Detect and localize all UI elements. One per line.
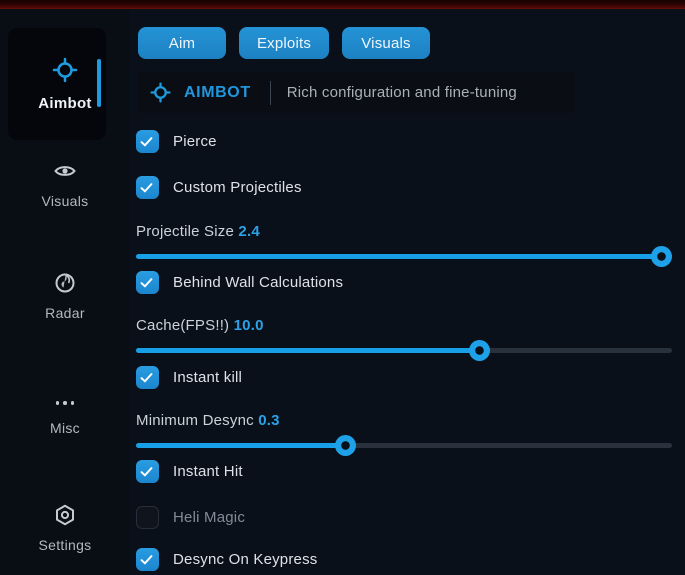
custom-projectiles-checkbox[interactable] <box>136 176 159 199</box>
sidebar-item-label: Visuals <box>41 193 89 209</box>
section-subtitle: Rich configuration and fine-tuning <box>286 84 517 101</box>
slider-value: 2.4 <box>238 223 260 240</box>
sidebar-item-label: Radar <box>45 305 85 321</box>
check-icon <box>140 183 153 193</box>
ellipsis-icon <box>53 391 77 415</box>
gear-icon <box>53 503 77 527</box>
slider-fill <box>136 348 480 353</box>
active-item-background <box>8 28 106 140</box>
cache-fps-label: Cache(FPS!!) 10.0 <box>136 317 264 334</box>
check-icon <box>140 555 153 565</box>
tab-visuals[interactable]: Visuals <box>342 27 430 59</box>
slider-label-text: Cache(FPS!!) <box>136 317 230 334</box>
checkbox-label: Custom Projectiles <box>173 179 302 196</box>
check-icon <box>140 137 153 147</box>
header-divider <box>269 80 271 105</box>
active-indicator-bar <box>97 59 101 107</box>
checkbox-row-behind-wall: Behind Wall Calculations <box>136 271 343 294</box>
slider-handle[interactable] <box>468 340 490 361</box>
checkbox-label: Desync On Keypress <box>173 551 318 568</box>
minimum-desync-label: Minimum Desync 0.3 <box>136 412 280 429</box>
tab-exploits[interactable]: Exploits <box>239 27 329 59</box>
sidebar-item-aimbot[interactable]: Aimbot <box>0 23 130 140</box>
crosshair-icon <box>52 57 78 83</box>
instant-kill-checkbox[interactable] <box>136 366 159 389</box>
checkbox-label: Heli Magic <box>173 509 246 526</box>
globe-icon <box>53 271 77 295</box>
slider-fill <box>136 443 346 448</box>
pierce-checkbox[interactable] <box>136 130 159 153</box>
checkbox-row-instant-hit: Instant Hit <box>136 460 243 483</box>
slider-value: 10.0 <box>233 317 264 334</box>
tab-bar: Aim Exploits Visuals <box>138 27 430 59</box>
projectile-size-label: Projectile Size 2.4 <box>136 223 260 240</box>
projectile-size-slider[interactable] <box>136 246 672 267</box>
sidebar-item-label: Aimbot <box>38 95 92 112</box>
sidebar-item-settings[interactable]: Settings <box>0 503 130 553</box>
desync-keypress-checkbox[interactable] <box>136 548 159 571</box>
sidebar-item-radar[interactable]: Radar <box>0 271 130 321</box>
slider-handle[interactable] <box>334 435 356 456</box>
sidebar-item-label: Misc <box>50 420 80 436</box>
slider-value: 0.3 <box>258 412 280 429</box>
check-icon <box>140 467 153 477</box>
section-title: AIMBOT <box>184 83 251 101</box>
slider-track[interactable] <box>136 443 672 448</box>
section-header: AIMBOT Rich configuration and fine-tunin… <box>137 72 575 113</box>
checkbox-row-desync-keypress: Desync On Keypress <box>136 548 318 571</box>
crosshair-icon <box>150 82 171 103</box>
checkbox-label: Instant Hit <box>173 463 243 480</box>
checkbox-row-pierce: Pierce <box>136 130 217 153</box>
heli-magic-checkbox[interactable] <box>136 506 159 529</box>
checkbox-label: Instant kill <box>173 369 243 386</box>
instant-hit-checkbox[interactable] <box>136 460 159 483</box>
behind-wall-checkbox[interactable] <box>136 271 159 294</box>
check-icon <box>140 373 153 383</box>
checkbox-row-heli-magic: Heli Magic <box>136 506 245 529</box>
checkbox-label: Behind Wall Calculations <box>173 274 344 291</box>
slider-label-text: Projectile Size <box>136 223 235 240</box>
slider-fill <box>136 254 662 259</box>
sidebar: Aimbot Visuals Radar Misc <box>0 9 130 575</box>
sidebar-item-misc[interactable]: Misc <box>0 391 130 436</box>
eye-icon <box>53 159 77 183</box>
tab-aim[interactable]: Aim <box>138 27 226 59</box>
slider-label-text: Minimum Desync <box>136 412 254 429</box>
checkbox-row-custom-projectiles: Custom Projectiles <box>136 176 302 199</box>
minimum-desync-slider[interactable] <box>136 435 672 456</box>
check-icon <box>140 278 153 288</box>
checkbox-label: Pierce <box>173 133 217 150</box>
slider-handle[interactable] <box>650 246 672 267</box>
sidebar-item-label: Settings <box>38 537 92 553</box>
checkbox-row-instant-kill: Instant kill <box>136 366 242 389</box>
desktop-red-strip <box>0 0 685 9</box>
sidebar-item-visuals[interactable]: Visuals <box>0 159 130 209</box>
cache-fps-slider[interactable] <box>136 340 672 361</box>
